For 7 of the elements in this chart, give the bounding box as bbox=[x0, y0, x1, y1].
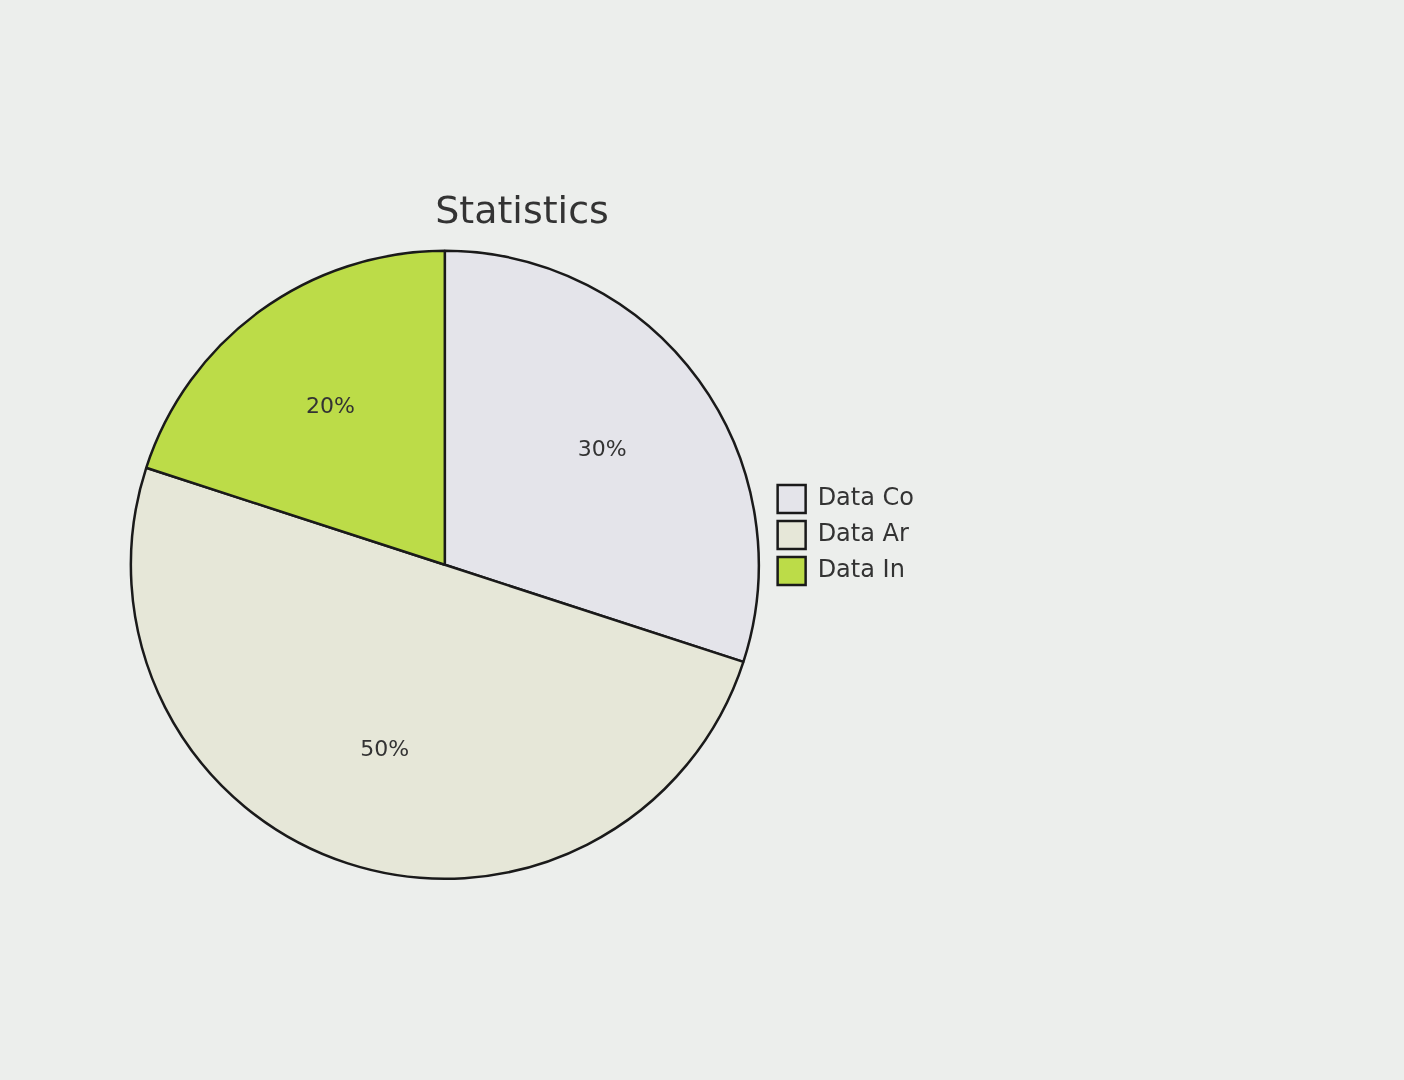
chart-title: Statistics bbox=[435, 187, 609, 232]
data-label: 50% bbox=[360, 735, 410, 761]
data-label: 20% bbox=[305, 393, 355, 419]
data-label: 30% bbox=[577, 436, 627, 462]
legend-label: Data Co bbox=[817, 483, 914, 512]
legend-label: Data Ar bbox=[817, 519, 909, 548]
legend-label: Data In bbox=[817, 555, 905, 584]
